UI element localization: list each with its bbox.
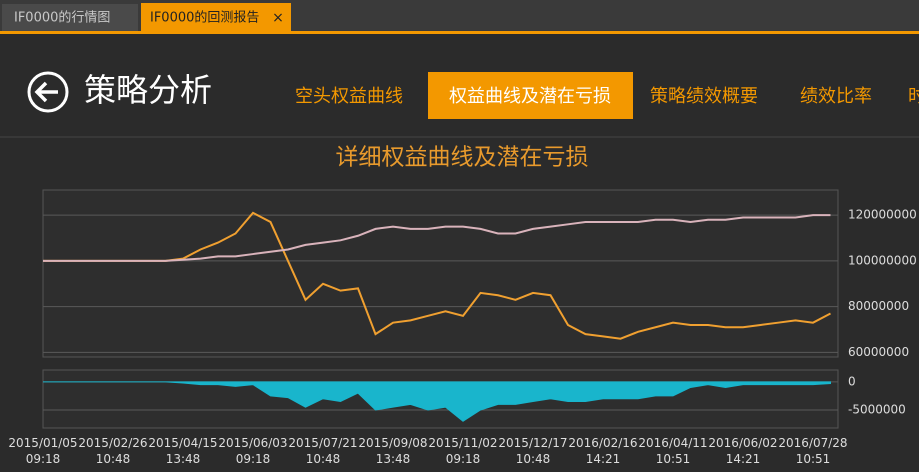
nav-item[interactable]: 绩效比率 bbox=[800, 86, 872, 107]
x-tick-line: 2015/04/15 bbox=[148, 436, 217, 450]
x-tick-label: 2015/04/15 13:48 bbox=[148, 436, 217, 466]
drawdown-area bbox=[43, 381, 831, 422]
equity-line bbox=[43, 214, 831, 262]
back-circle[interactable] bbox=[27, 71, 69, 113]
x-tick-line: 13:48 bbox=[166, 452, 201, 466]
tab-label[interactable]: IF0000的行情图 bbox=[14, 10, 110, 26]
y-tick-label: 0 bbox=[848, 374, 856, 388]
x-tick-label: 2015/12/17 10:48 bbox=[498, 436, 567, 466]
x-tick-label: 2015/09/08 13:48 bbox=[358, 436, 427, 466]
x-tick-line: 14:21 bbox=[586, 452, 621, 466]
tab[interactable] bbox=[2, 4, 138, 32]
x-tick-line: 10:51 bbox=[656, 452, 691, 466]
x-tick-line: 09:18 bbox=[236, 452, 271, 466]
x-tick-line: 10:48 bbox=[516, 452, 551, 466]
page-title: 策略分析 bbox=[84, 71, 212, 109]
y-tick-label: 80000000 bbox=[848, 299, 909, 313]
back-button[interactable] bbox=[27, 71, 69, 113]
x-tick-line: 10:48 bbox=[96, 452, 131, 466]
nav-item[interactable]: 权益曲线及潜在亏损 bbox=[449, 86, 611, 107]
x-tick-label: 2015/06/03 09:18 bbox=[218, 436, 287, 466]
x-tick-line: 2015/12/17 bbox=[498, 436, 567, 450]
x-tick-label: 2016/04/11 10:51 bbox=[638, 436, 707, 466]
plot-area bbox=[42, 189, 839, 358]
x-tick-label: 2015/07/21 10:48 bbox=[288, 436, 357, 466]
x-tick-line: 10:48 bbox=[306, 452, 341, 466]
x-tick-line: 09:18 bbox=[26, 452, 61, 466]
y-tick-label: 60000000 bbox=[848, 345, 909, 359]
x-tick-line: 2015/09/08 bbox=[358, 436, 427, 450]
tab-underline bbox=[0, 31, 919, 34]
nav-item[interactable]: 空头权益曲线 bbox=[295, 86, 403, 107]
nav-active[interactable] bbox=[428, 72, 633, 119]
x-tick-line: 2015/02/26 bbox=[78, 436, 147, 450]
y-tick-label: -5000000 bbox=[848, 402, 906, 416]
x-tick-line: 2016/06/02 bbox=[708, 436, 777, 450]
x-tick-line: 2015/11/02 bbox=[428, 436, 497, 450]
nav-item[interactable]: 策略绩效概要 bbox=[650, 86, 758, 107]
x-tick-label: 2016/07/28 10:51 bbox=[778, 436, 847, 466]
nav-item[interactable]: 时 bbox=[908, 86, 919, 107]
x-tick-line: 09:18 bbox=[446, 452, 481, 466]
x-tick-label: 2015/11/02 09:18 bbox=[428, 436, 497, 466]
x-tick-line: 2015/07/21 bbox=[288, 436, 357, 450]
x-tick-label: 2015/02/26 10:48 bbox=[78, 436, 147, 466]
y-tick-label: 120000000 bbox=[848, 208, 917, 222]
tab-close[interactable]: × bbox=[272, 10, 284, 26]
x-tick-label: 2015/01/05 09:18 bbox=[8, 436, 77, 466]
x-tick-label: 2016/02/16 14:21 bbox=[568, 436, 637, 466]
tab-active[interactable] bbox=[141, 3, 291, 32]
x-tick-line: 2016/07/28 bbox=[778, 436, 847, 450]
x-tick-line: 2016/04/11 bbox=[638, 436, 707, 450]
y-tick-label: 100000000 bbox=[848, 253, 917, 267]
x-tick-line: 14:21 bbox=[726, 452, 761, 466]
x-tick-line: 2016/02/16 bbox=[568, 436, 637, 450]
tab-label[interactable]: IF0000的回测报告 bbox=[150, 10, 259, 26]
back-arrow[interactable] bbox=[34, 81, 58, 103]
x-tick-line: 13:48 bbox=[376, 452, 411, 466]
x-tick-line: 2015/01/05 bbox=[8, 436, 77, 450]
x-tick-line: 10:51 bbox=[796, 452, 831, 466]
x-tick-line: 2015/06/03 bbox=[218, 436, 287, 450]
x-tick-label: 2016/06/02 14:21 bbox=[708, 436, 777, 466]
chart-title: 详细权益曲线及潜在亏损 bbox=[336, 145, 589, 171]
